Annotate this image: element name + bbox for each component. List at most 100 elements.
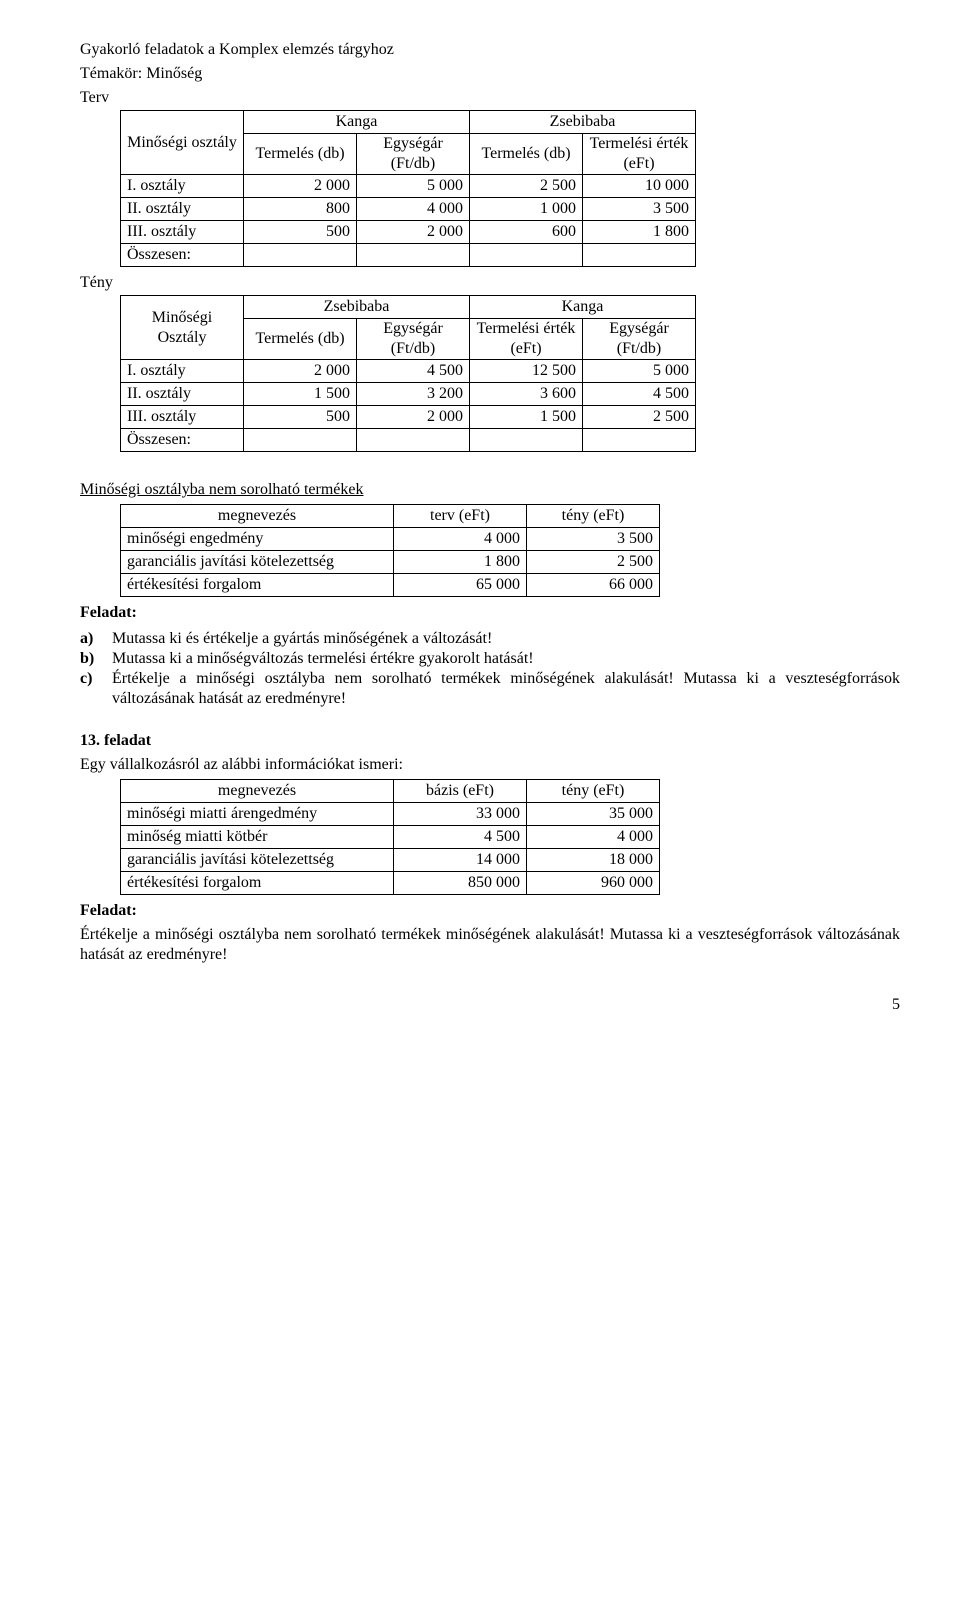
- cell: 10 000: [583, 175, 696, 198]
- task-item: a)Mutassa ki és értékelje a gyártás minő…: [80, 629, 900, 649]
- cell: 14 000: [394, 849, 527, 872]
- fact-rowheader: Minőségi Osztály: [121, 296, 244, 360]
- cell: 850 000: [394, 872, 527, 895]
- cell: [357, 429, 470, 452]
- row-label: I. osztály: [121, 360, 244, 383]
- doc-title: Gyakorló feladatok a Komplex elemzés tár…: [80, 40, 900, 60]
- row-label: értékesítési forgalom: [121, 574, 394, 597]
- cell: 2 000: [357, 406, 470, 429]
- table-row: értékesítési forgalom65 00066 000: [121, 574, 660, 597]
- cell: 800: [244, 198, 357, 221]
- cell: 12 500: [470, 360, 583, 383]
- task-text: Mutassa ki és értékelje a gyártás minősé…: [112, 629, 900, 649]
- cell: [470, 244, 583, 267]
- table-row: garanciális javítási kötelezettség14 000…: [121, 849, 660, 872]
- uncl-col0: megnevezés: [121, 505, 394, 528]
- table-row: III. osztály5002 0001 5002 500: [121, 406, 696, 429]
- cell: 4 000: [527, 826, 660, 849]
- table-row: garanciális javítási kötelezettség1 8002…: [121, 551, 660, 574]
- cell: 4 000: [357, 198, 470, 221]
- plan-group-zsebibaba: Zsebibaba: [470, 111, 696, 134]
- cell: 1 500: [470, 406, 583, 429]
- cell: 3 500: [527, 528, 660, 551]
- cell: 500: [244, 406, 357, 429]
- table-row: minőségi engedmény4 0003 500: [121, 528, 660, 551]
- doc-topic: Témakör: Minőség: [80, 64, 900, 84]
- page-number: 5: [80, 995, 900, 1015]
- cell: 4 500: [357, 360, 470, 383]
- cell: [583, 429, 696, 452]
- cell: 4 000: [394, 528, 527, 551]
- fact-group-zsebibaba: Zsebibaba: [244, 296, 470, 319]
- cell: 33 000: [394, 803, 527, 826]
- fact-col3: Termelési érték (eFt): [470, 319, 583, 360]
- cell: 2 000: [244, 360, 357, 383]
- cell: 500: [244, 221, 357, 244]
- cell: [470, 429, 583, 452]
- tasks1-title: Feladat:: [80, 603, 900, 623]
- table-row: II. osztály8004 0001 0003 500: [121, 198, 696, 221]
- fact-col1: Termelés (db): [244, 319, 357, 360]
- row-label: minőségi engedmény: [121, 528, 394, 551]
- cell: 5 000: [583, 360, 696, 383]
- cell: [244, 429, 357, 452]
- cell: 1 800: [394, 551, 527, 574]
- cell: 2 500: [583, 406, 696, 429]
- row-label: III. osztály: [121, 221, 244, 244]
- ex13-col2: tény (eFt): [527, 780, 660, 803]
- plan-group-kanga: Kanga: [244, 111, 470, 134]
- ex13-heading: 13. feladat: [80, 731, 900, 751]
- row-label: II. osztály: [121, 198, 244, 221]
- tasks2-title: Feladat:: [80, 901, 900, 921]
- task-key: c): [80, 669, 112, 709]
- cell: 1 000: [470, 198, 583, 221]
- table-row: minőség miatti kötbér4 5004 000: [121, 826, 660, 849]
- row-label: garanciális javítási kötelezettség: [121, 551, 394, 574]
- uncl-col2: tény (eFt): [527, 505, 660, 528]
- row-label: értékesítési forgalom: [121, 872, 394, 895]
- cell: [244, 244, 357, 267]
- cell: 2 000: [244, 175, 357, 198]
- unclassified-title: Minőségi osztályba nem sorolható terméke…: [80, 480, 900, 500]
- table-row: Összesen:: [121, 244, 696, 267]
- task-key: a): [80, 629, 112, 649]
- plan-col4: Termelési érték (eFt): [583, 134, 696, 175]
- fact-group-kanga: Kanga: [470, 296, 696, 319]
- cell: 4 500: [394, 826, 527, 849]
- cell: 65 000: [394, 574, 527, 597]
- plan-table: Minőségi osztály Kanga Zsebibaba Termelé…: [120, 110, 696, 267]
- row-label: I. osztály: [121, 175, 244, 198]
- plan-section-label: Terv: [80, 88, 900, 108]
- cell: 1 500: [244, 383, 357, 406]
- fact-col4: Egységár (Ft/db): [583, 319, 696, 360]
- cell: 2 500: [527, 551, 660, 574]
- ex13-intro: Egy vállalkozásról az alábbi információk…: [80, 755, 900, 775]
- cell: 2 000: [357, 221, 470, 244]
- cell: 3 500: [583, 198, 696, 221]
- cell: 1 800: [583, 221, 696, 244]
- uncl-col1: terv (eFt): [394, 505, 527, 528]
- row-label: minőség miatti kötbér: [121, 826, 394, 849]
- table-row: értékesítési forgalom850 000960 000: [121, 872, 660, 895]
- table-row: Összesen:: [121, 429, 696, 452]
- row-label: Összesen:: [121, 429, 244, 452]
- ex13-table: megnevezés bázis (eFt) tény (eFt) minősé…: [120, 779, 660, 895]
- cell: [583, 244, 696, 267]
- plan-rowheader: Minőségi osztály: [121, 111, 244, 175]
- task-text: Mutassa ki a minőségváltozás termelési é…: [112, 649, 900, 669]
- ex13-col0: megnevezés: [121, 780, 394, 803]
- tasks2-text: Értékelje a minőségi osztályba nem sorol…: [80, 925, 900, 965]
- table-row: minőségi miatti árengedmény33 00035 000: [121, 803, 660, 826]
- plan-col2: Egységár (Ft/db): [357, 134, 470, 175]
- fact-section-label: Tény: [80, 273, 900, 293]
- cell: 35 000: [527, 803, 660, 826]
- task-text: Értékelje a minőségi osztályba nem sorol…: [112, 669, 900, 709]
- unclassified-table: megnevezés terv (eFt) tény (eFt) minőség…: [120, 504, 660, 597]
- table-row: I. osztály2 0004 50012 5005 000: [121, 360, 696, 383]
- row-label: minőségi miatti árengedmény: [121, 803, 394, 826]
- cell: 5 000: [357, 175, 470, 198]
- cell: 3 600: [470, 383, 583, 406]
- row-label: III. osztály: [121, 406, 244, 429]
- row-label: Összesen:: [121, 244, 244, 267]
- fact-table: Minőségi Osztály Zsebibaba Kanga Termelé…: [120, 295, 696, 452]
